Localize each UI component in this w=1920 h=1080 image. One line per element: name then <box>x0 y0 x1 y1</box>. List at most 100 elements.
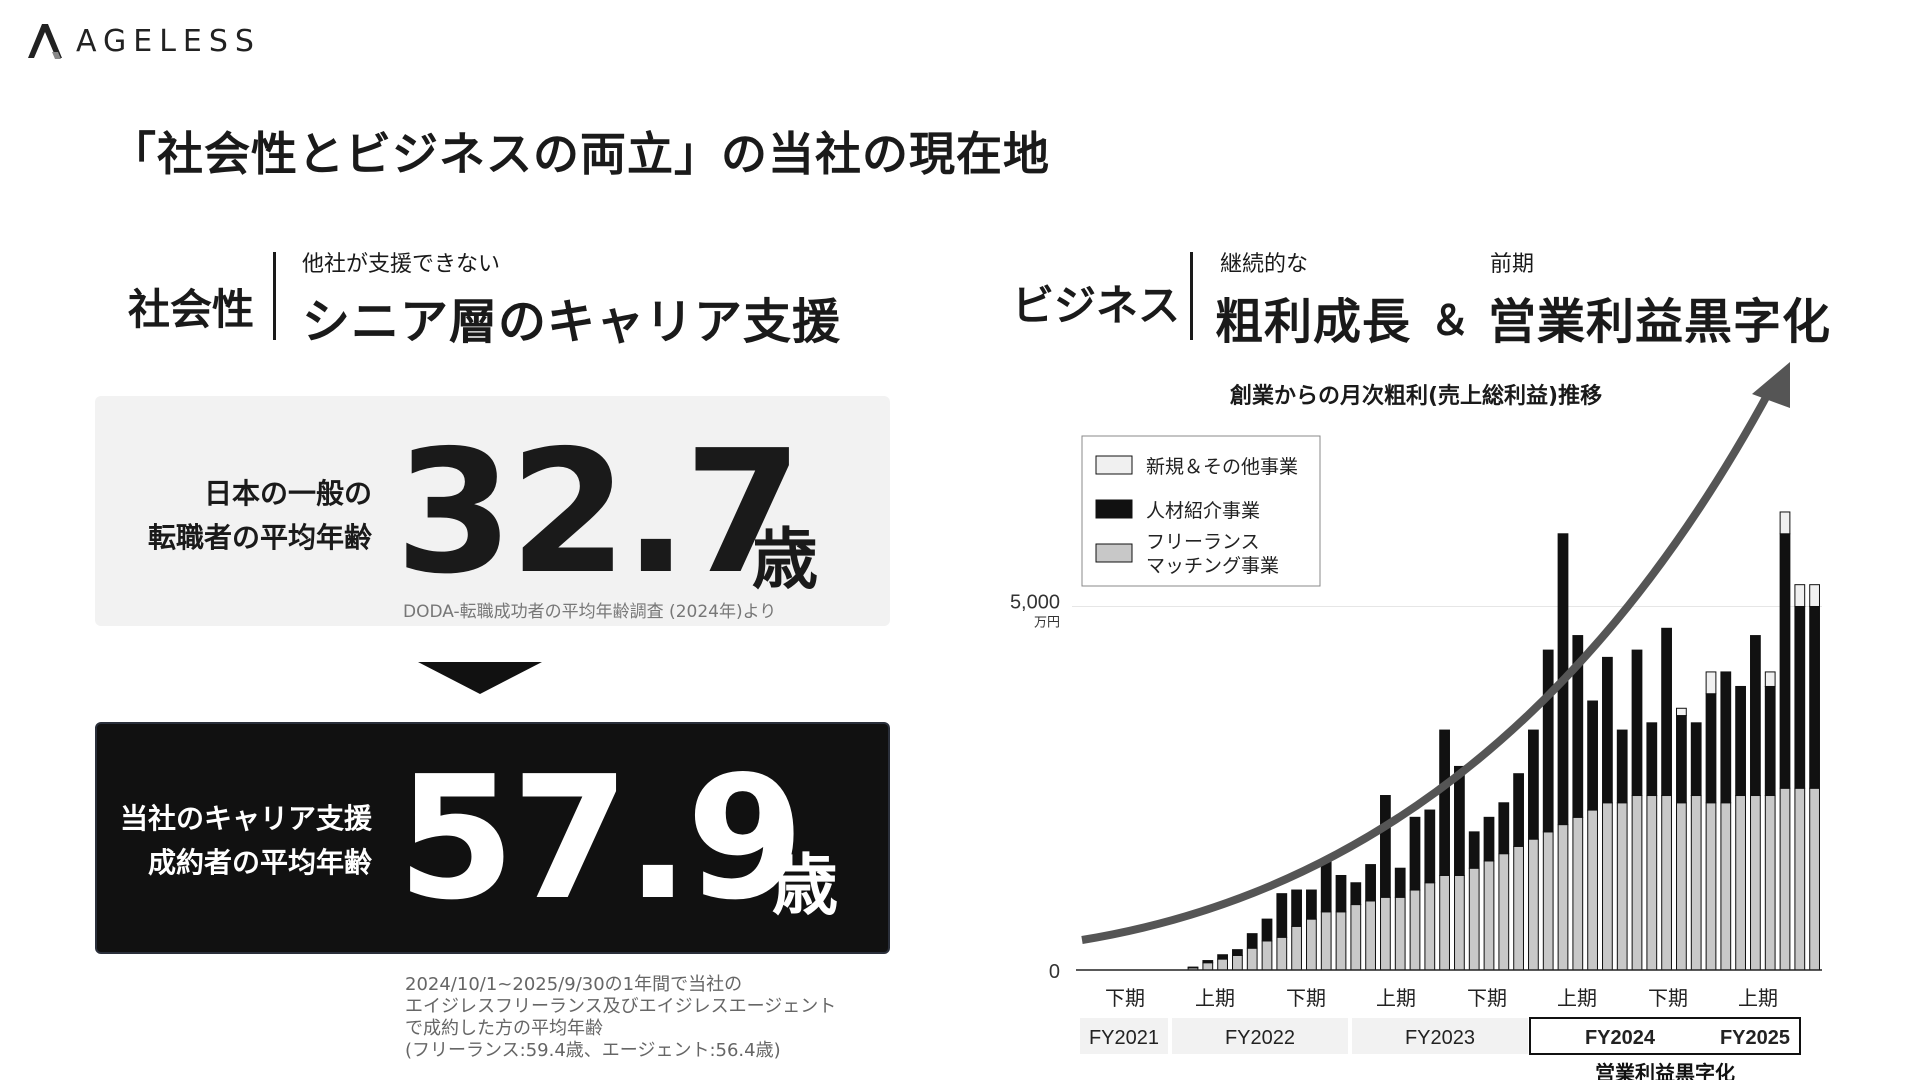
bar-segment <box>1631 649 1643 797</box>
bar-segment <box>1542 831 1554 971</box>
bar-segment <box>1764 795 1776 971</box>
bar-segment <box>1380 896 1391 971</box>
business-label: ビジネス <box>1012 281 1181 330</box>
chart-axes: 0 5,000 万円 <box>1010 591 1822 983</box>
y-unit-label: 万円 <box>1034 615 1060 630</box>
bar-segment <box>1394 867 1406 898</box>
bar-segment <box>1587 809 1598 971</box>
business-small-text-2: 前期 <box>1490 252 1535 277</box>
bar-segment <box>1572 635 1584 818</box>
bar-segment <box>1794 605 1806 789</box>
legend-label: フリーランス <box>1146 531 1260 553</box>
bar-segment <box>1779 511 1791 535</box>
company-age-label-line1: 当社のキャリア支援 <box>119 802 372 835</box>
general-age-source: DODA-転職成功者の平均年齢調査 (2024年)より <box>403 602 777 622</box>
fy-cell <box>1172 1018 1348 1054</box>
x-half-label: 下期 <box>1286 986 1326 1010</box>
bar-segment <box>1528 838 1539 971</box>
bar-segment <box>1217 954 1228 960</box>
bar-segment <box>1291 889 1302 927</box>
bar-segment <box>1365 900 1376 971</box>
bar-segment <box>1676 715 1687 804</box>
bar-segment <box>1409 816 1421 891</box>
legend-label: マッチング事業 <box>1146 555 1279 577</box>
logo-text: AGELESS <box>76 23 261 59</box>
legend-swatch <box>1095 455 1133 475</box>
bar-segment <box>1335 911 1347 971</box>
bar-segment <box>1350 904 1362 971</box>
bar-segment <box>1320 911 1332 971</box>
bar-segment <box>1690 795 1702 971</box>
bar-segment <box>1705 693 1717 804</box>
legend-label: 人材紹介事業 <box>1146 500 1260 522</box>
social-big-text: シニア層のキャリア支援 <box>302 294 842 350</box>
fy-cell <box>1712 1018 1798 1054</box>
bar-segment <box>1779 533 1791 789</box>
x-half-label: 上期 <box>1376 986 1416 1010</box>
bar-segment <box>1809 605 1820 789</box>
bar-segment <box>1528 729 1539 840</box>
bar-segment <box>1705 802 1717 971</box>
fy-cell <box>1080 1018 1168 1054</box>
company-age-unit: 歳 <box>772 847 838 924</box>
fy-label: FY2021 <box>1089 1027 1159 1049</box>
bar-segment <box>1809 584 1820 607</box>
bar-segment <box>1631 795 1643 971</box>
bar-segment <box>1498 853 1510 971</box>
bar-segment <box>1735 685 1746 797</box>
trend-arrow <box>1081 362 1790 944</box>
business-big-text-2: 営業利益黒字化 <box>1488 294 1832 350</box>
fy-cell <box>1352 1018 1528 1054</box>
bar-segment <box>1261 918 1273 942</box>
bar-segment <box>1320 860 1332 913</box>
bar-segment <box>1809 787 1820 971</box>
company-age-box <box>95 722 890 954</box>
chart-x-labels: 下期 上期 下期 上期 下期 上期 下期 上期 FY2021 FY2022 FY2023 FY2024… <box>1080 986 1801 1080</box>
bar-segment <box>1380 795 1391 898</box>
x-half-label: 下期 <box>1467 986 1507 1010</box>
bar-segment <box>1750 795 1761 971</box>
bar-segment <box>1335 874 1347 913</box>
x-half-label: 上期 <box>1738 986 1778 1010</box>
bar-segment <box>1794 584 1806 607</box>
chart-title: 創業からの月次粗利(売上総利益)推移 <box>1230 384 1603 409</box>
bar-segment <box>1276 893 1288 938</box>
fy-highlight-frame <box>1529 1017 1801 1055</box>
bar-segment <box>1705 671 1717 695</box>
y-tick-label: 0 <box>1049 961 1060 983</box>
bar-segment <box>1602 656 1613 804</box>
general-age-unit: 歳 <box>752 521 818 598</box>
bar-segment <box>1350 882 1362 906</box>
bar-segment <box>1306 889 1317 920</box>
x-half-label: 上期 <box>1195 986 1235 1010</box>
x-half-label: 下期 <box>1648 986 1688 1010</box>
bar-segment <box>1646 795 1658 971</box>
bar-segment <box>1676 802 1687 971</box>
bar-segment <box>1764 685 1776 797</box>
social-small-text: 他社が支援できない <box>302 252 501 277</box>
bar-segment <box>1587 700 1598 811</box>
bar-segment <box>1498 802 1510 855</box>
bar-segment <box>1661 627 1672 797</box>
legend-swatch <box>1095 543 1133 563</box>
bar-segment <box>1483 860 1495 971</box>
social-label: 社会性 <box>128 285 255 334</box>
bar-segment <box>1306 918 1317 971</box>
general-age-box <box>95 396 890 626</box>
general-age-label: 日本の一般の 転職者の平均年齢 <box>120 472 372 560</box>
x-half-label: 上期 <box>1557 986 1597 1010</box>
fy-cell <box>1532 1018 1708 1054</box>
note-line-1: 2024/10/1~2025/9/30の1年間で当社の <box>405 974 743 995</box>
social-divider <box>273 252 276 340</box>
bar-segment <box>1468 831 1480 869</box>
bar-segment <box>1557 824 1569 971</box>
general-age-label-line2: 転職者の平均年齢 <box>147 521 372 554</box>
y-tick-label: 5,000 <box>1010 591 1060 613</box>
bar-segment <box>1616 802 1628 971</box>
general-age-value: 32.7 <box>395 414 802 612</box>
fy-label: FY2022 <box>1225 1027 1295 1049</box>
page-title: 「社会性とビジネスの両立」の当社の現在地 <box>110 127 1050 181</box>
bar-segment <box>1454 874 1465 971</box>
